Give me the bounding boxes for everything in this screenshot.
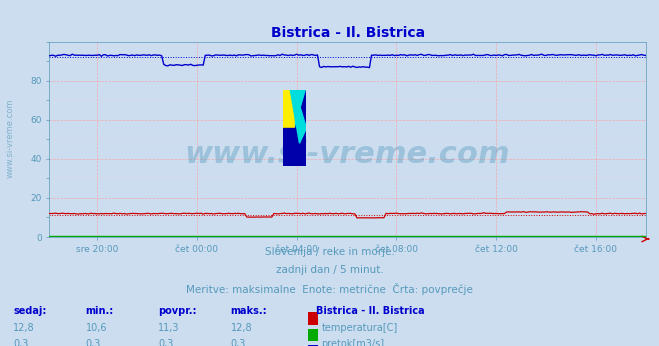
Text: sedaj:: sedaj: bbox=[13, 306, 47, 316]
Text: Slovenija / reke in morje.: Slovenija / reke in morje. bbox=[264, 247, 395, 257]
Bar bbox=[283, 128, 306, 166]
Text: 0,3: 0,3 bbox=[231, 339, 246, 346]
Text: 0,3: 0,3 bbox=[13, 339, 28, 346]
Bar bbox=[295, 90, 306, 128]
Polygon shape bbox=[295, 90, 306, 128]
Text: temperatura[C]: temperatura[C] bbox=[322, 323, 398, 333]
Text: pretok[m3/s]: pretok[m3/s] bbox=[322, 339, 385, 346]
Text: zadnji dan / 5 minut.: zadnji dan / 5 minut. bbox=[275, 265, 384, 275]
Text: 12,8: 12,8 bbox=[231, 323, 252, 333]
Text: 0,3: 0,3 bbox=[86, 339, 101, 346]
Polygon shape bbox=[290, 90, 306, 143]
Text: Bistrica - Il. Bistrica: Bistrica - Il. Bistrica bbox=[316, 306, 425, 316]
Text: 10,6: 10,6 bbox=[86, 323, 107, 333]
Text: Meritve: maksimalne  Enote: metrične  Črta: povprečje: Meritve: maksimalne Enote: metrične Črta… bbox=[186, 283, 473, 295]
Title: Bistrica - Il. Bistrica: Bistrica - Il. Bistrica bbox=[271, 26, 424, 40]
Text: min.:: min.: bbox=[86, 306, 114, 316]
Text: 11,3: 11,3 bbox=[158, 323, 180, 333]
Text: maks.:: maks.: bbox=[231, 306, 268, 316]
Text: 0,3: 0,3 bbox=[158, 339, 173, 346]
Text: www.si-vreme.com: www.si-vreme.com bbox=[5, 99, 14, 178]
Text: povpr.:: povpr.: bbox=[158, 306, 196, 316]
Text: 12,8: 12,8 bbox=[13, 323, 35, 333]
Text: www.si-vreme.com: www.si-vreme.com bbox=[185, 140, 511, 170]
Bar bbox=[283, 90, 295, 128]
